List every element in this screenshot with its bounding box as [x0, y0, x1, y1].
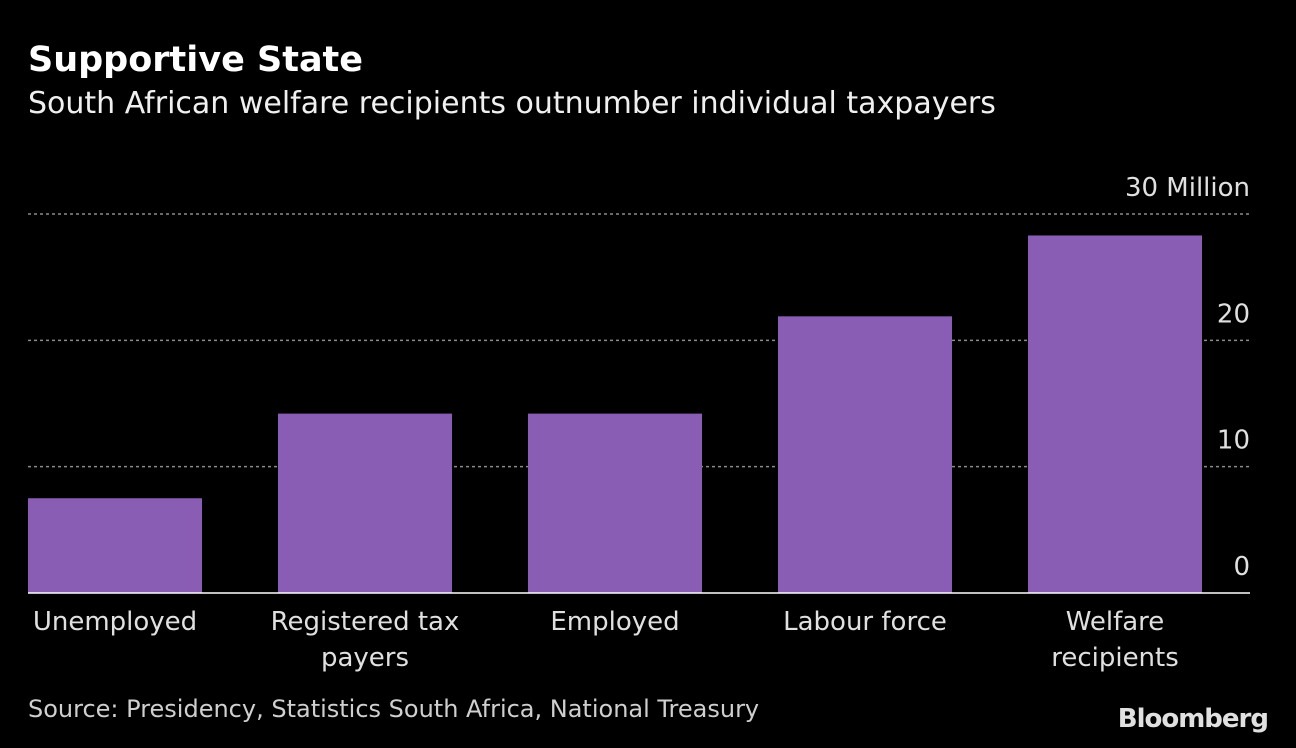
bar [1028, 235, 1202, 593]
y-tick-label: 0 [1233, 552, 1250, 582]
x-tick-label: Registered tax payers [270, 607, 460, 673]
bar [778, 316, 952, 593]
y-tick-label: 30 Million [1125, 173, 1250, 203]
x-tick-label: Unemployed [32, 607, 198, 637]
x-tick-label: Employed [550, 607, 680, 637]
chart-subtitle: South African welfare recipients outnumb… [28, 86, 996, 121]
source: Source: Presidency, Statistics South Afr… [28, 695, 760, 723]
bar [528, 413, 702, 593]
bar [28, 498, 202, 593]
y-tick-label: 10 [1217, 426, 1250, 456]
y-tick-label: 20 [1217, 299, 1250, 329]
chart-title: Supportive State [28, 40, 364, 80]
bar [278, 413, 452, 593]
x-tick-label: Welfare recipients [1051, 607, 1179, 673]
logo: Bloomberg [1117, 704, 1269, 734]
x-tick-label: Labour force [783, 607, 947, 637]
